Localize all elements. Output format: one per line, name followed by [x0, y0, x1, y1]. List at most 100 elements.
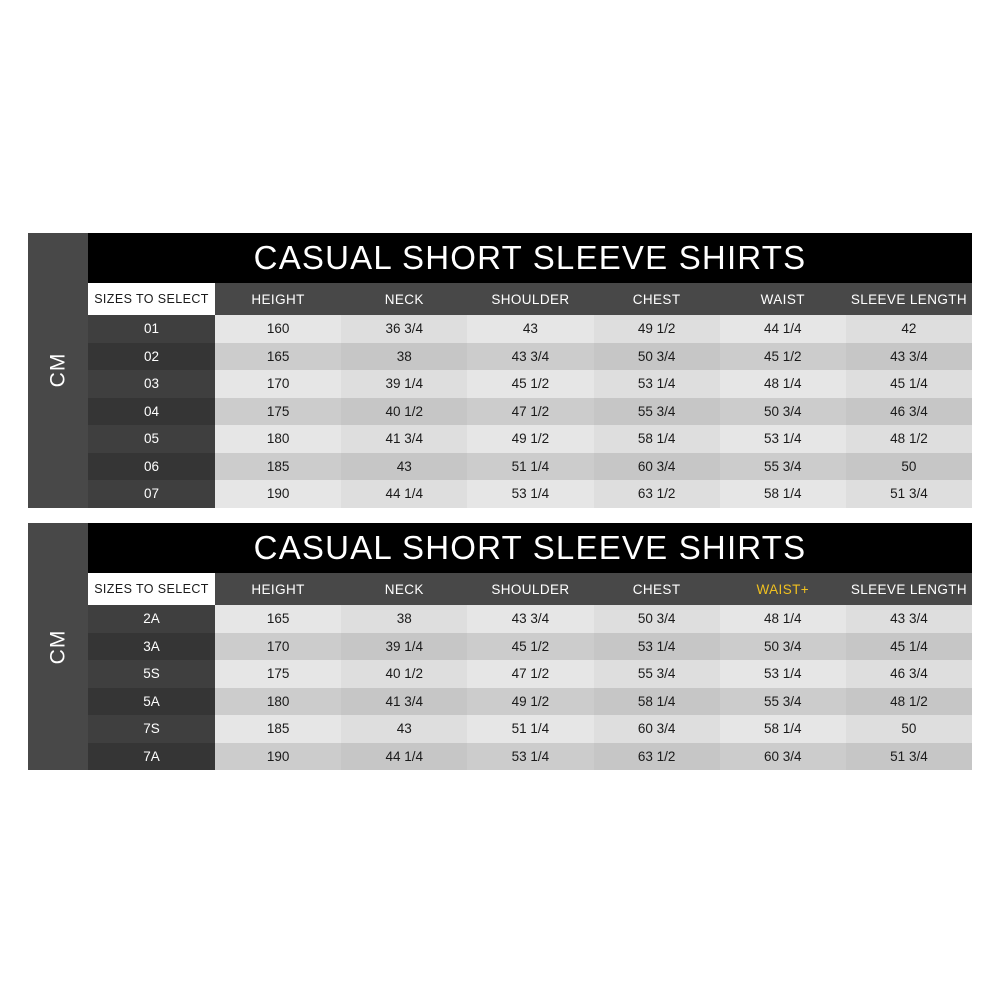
column-header-shoulder: SHOULDER: [491, 291, 570, 307]
cell-measurement: 51 3/4: [845, 480, 973, 508]
table-row: 2A 165 38 43 3/4 50 3/4 48 1/4 43 3/4: [88, 605, 973, 633]
column-header-neck: NECK: [384, 291, 424, 307]
table-row: 05 180 41 3/4 49 1/2 58 1/4 53 1/4 48 1/2: [88, 425, 973, 453]
cell-measurement: 160: [215, 315, 342, 343]
cell-measurement: 165: [215, 342, 342, 370]
data-rows-1: 01 160 36 3/4 43 49 1/2 44 1/4 42 02 165 38 43 3/4…: [88, 315, 973, 508]
cell-size: 05: [88, 425, 215, 453]
cell-measurement: 48 1/2: [845, 687, 973, 715]
cell-measurement: 58 1/4: [719, 480, 846, 508]
cell-size: 02: [88, 342, 215, 370]
column-header-height: HEIGHT: [251, 581, 305, 597]
size-chart-table-2: CM CASUAL SHORT SLEEVE SHIRTS SIZES TO S…: [28, 523, 973, 770]
column-header-waist: WAIST: [760, 291, 805, 307]
column-header-sizes-to-select: SIZES TO SELECT: [88, 283, 215, 315]
cell-measurement: 51 1/4: [467, 452, 594, 480]
cell-measurement: 63 1/2: [593, 742, 720, 770]
table-row: 7A 190 44 1/4 53 1/4 63 1/2 60 3/4 51 3/4: [88, 742, 973, 770]
cell-measurement: 40 1/2: [341, 397, 468, 425]
cell-measurement: 50 3/4: [593, 605, 720, 633]
cell-measurement: 44 1/4: [341, 480, 468, 508]
cell-measurement: 43 3/4: [467, 342, 594, 370]
column-header-chest: CHEST: [632, 581, 681, 597]
chart-title-1: CASUAL SHORT SLEEVE SHIRTS: [88, 233, 972, 283]
cell-measurement: 63 1/2: [593, 480, 720, 508]
header-row-1: SIZES TO SELECT HEIGHT NECK SHOULDER CHE…: [88, 283, 972, 315]
table-row: 04 175 40 1/2 47 1/2 55 3/4 50 3/4 46 3/4: [88, 397, 973, 425]
column-header-shoulder: SHOULDER: [491, 581, 570, 597]
cell-measurement: 51 3/4: [845, 742, 973, 770]
chart-body-2: CASUAL SHORT SLEEVE SHIRTS SIZES TO SELE…: [88, 523, 973, 770]
cell-measurement: 41 3/4: [341, 425, 468, 453]
cell-measurement: 47 1/2: [467, 397, 594, 425]
cell-measurement: 44 1/4: [341, 742, 468, 770]
cell-measurement: 58 1/4: [593, 687, 720, 715]
cell-measurement: 50 3/4: [719, 397, 846, 425]
column-header-sizes-to-select: SIZES TO SELECT: [88, 573, 215, 605]
cell-measurement: 185: [215, 715, 342, 743]
column-header-waist-plus: WAIST+: [756, 581, 810, 597]
cell-size: 01: [88, 315, 215, 343]
cell-measurement: 46 3/4: [845, 660, 973, 688]
table-row: 01 160 36 3/4 43 49 1/2 44 1/4 42: [88, 315, 973, 343]
column-header-sleeve-length: SLEEVE LENGTH: [850, 291, 968, 307]
cell-measurement: 43: [341, 452, 468, 480]
table-row: 02 165 38 43 3/4 50 3/4 45 1/2 43 3/4: [88, 342, 973, 370]
size-chart-table-1: CM CASUAL SHORT SLEEVE SHIRTS SIZES TO S…: [28, 233, 973, 508]
cell-measurement: 42: [845, 315, 973, 343]
cell-measurement: 55 3/4: [719, 452, 846, 480]
cell-measurement: 53 1/4: [719, 660, 846, 688]
cell-measurement: 38: [341, 605, 468, 633]
table-row: 07 190 44 1/4 53 1/4 63 1/2 58 1/4 51 3/4: [88, 480, 973, 508]
cell-measurement: 190: [215, 480, 342, 508]
cell-size: 3A: [88, 632, 215, 660]
cell-measurement: 48 1/2: [845, 425, 973, 453]
cell-measurement: 53 1/4: [719, 425, 846, 453]
column-header-sleeve-length: SLEEVE LENGTH: [850, 581, 968, 597]
cell-measurement: 190: [215, 742, 342, 770]
cell-measurement: 50 3/4: [593, 342, 720, 370]
cell-measurement: 49 1/2: [593, 315, 720, 343]
cell-size: 5S: [88, 660, 215, 688]
cell-measurement: 58 1/4: [593, 425, 720, 453]
cell-measurement: 175: [215, 660, 342, 688]
header-row-2: SIZES TO SELECT HEIGHT NECK SHOULDER CHE…: [88, 573, 972, 605]
cell-measurement: 53 1/4: [593, 370, 720, 398]
cell-measurement: 41 3/4: [341, 687, 468, 715]
cell-measurement: 46 3/4: [845, 397, 973, 425]
cell-measurement: 38: [341, 342, 468, 370]
unit-label: CM: [45, 352, 69, 388]
cell-measurement: 60 3/4: [593, 715, 720, 743]
cell-measurement: 185: [215, 452, 342, 480]
column-header-height: HEIGHT: [251, 291, 305, 307]
cell-measurement: 49 1/2: [467, 687, 594, 715]
column-header-neck: NECK: [384, 581, 424, 597]
cell-measurement: 170: [215, 370, 342, 398]
cell-measurement: 45 1/4: [845, 370, 973, 398]
cell-measurement: 60 3/4: [593, 452, 720, 480]
unit-rail-cm-2: CM: [28, 523, 88, 770]
table-row: 3A 170 39 1/4 45 1/2 53 1/4 50 3/4 45 1/4: [88, 632, 973, 660]
cell-measurement: 39 1/4: [341, 632, 468, 660]
cell-measurement: 165: [215, 605, 342, 633]
cell-measurement: 53 1/4: [467, 480, 594, 508]
table-row: 5S 175 40 1/2 47 1/2 55 3/4 53 1/4 46 3/4: [88, 660, 973, 688]
cell-measurement: 50: [845, 715, 973, 743]
cell-size: 07: [88, 480, 215, 508]
cell-size: 2A: [88, 605, 215, 633]
cell-measurement: 51 1/4: [467, 715, 594, 743]
cell-size: 7S: [88, 715, 215, 743]
cell-measurement: 50 3/4: [719, 632, 846, 660]
cell-measurement: 180: [215, 687, 342, 715]
cell-measurement: 40 1/2: [341, 660, 468, 688]
cell-measurement: 43 3/4: [467, 605, 594, 633]
table-row: 06 185 43 51 1/4 60 3/4 55 3/4 50: [88, 452, 973, 480]
table-row: 5A 180 41 3/4 49 1/2 58 1/4 55 3/4 48 1/2: [88, 687, 973, 715]
cell-measurement: 48 1/4: [719, 605, 846, 633]
cell-size: 06: [88, 452, 215, 480]
cell-measurement: 180: [215, 425, 342, 453]
cell-measurement: 53 1/4: [593, 632, 720, 660]
cell-size: 03: [88, 370, 215, 398]
cell-measurement: 45 1/2: [467, 370, 594, 398]
